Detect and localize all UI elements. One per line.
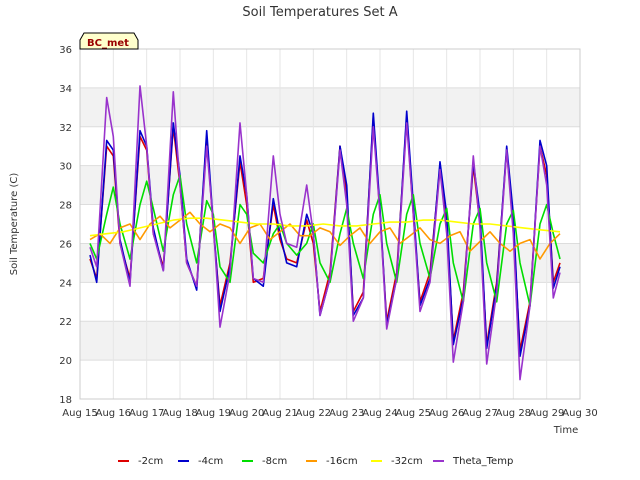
background-band [80,87,580,127]
legend-label: Theta_Temp [452,456,513,467]
y-tick-label: 24 [59,278,72,289]
y-tick-label: 26 [59,239,72,250]
x-tick-label: Aug 30 [562,408,597,419]
badge-shape [79,32,139,50]
x-tick-label: Aug 28 [496,408,531,419]
x-tick-label: Aug 25 [396,408,431,419]
series-line-8cm [89,174,561,307]
y-tick-label: 30 [59,162,72,173]
series-line-thetatemp [89,85,561,381]
x-axis-label: Time [553,425,578,436]
legend-label: -16cm [326,456,358,467]
series-lines [89,85,561,381]
y-tick-label: 22 [59,317,72,328]
background-band [80,321,580,361]
y-tick-label: 32 [59,123,72,134]
x-tick-label: Aug 22 [296,408,331,419]
x-tick-label: Aug 21 [262,408,297,419]
x-tick-label: Aug 24 [362,408,397,419]
legend-label: -2cm [138,456,163,467]
x-tick-label: Aug 29 [529,408,564,419]
y-tick-label: 20 [59,356,72,367]
x-tick-label: Aug 20 [229,408,264,419]
x-tick-label: Aug 23 [329,408,364,419]
x-tick-label: Aug 18 [162,408,197,419]
background-band [80,165,580,205]
station-badge: BC_met [79,32,139,50]
y-tick-label: 34 [59,84,72,95]
legend-label: -4cm [198,456,223,467]
y-axis-label: Soil Temperature (C) [9,173,20,276]
x-tick-label: Aug 16 [96,408,131,419]
plot-frame [79,48,581,400]
y-tick-label: 18 [59,395,72,406]
legend: -2cm -4cm -8cm -16cm -32cm Theta_Temp [118,456,513,467]
background-bands [80,87,580,361]
x-tick-label: Aug 19 [196,408,231,419]
y-tick-label: 36 [59,45,72,56]
x-tick-label: Aug 26 [429,408,464,419]
y-axis-ticks: 18 20 22 24 26 28 30 32 34 36 [59,45,72,406]
legend-label: -8cm [262,456,287,467]
x-tick-label: Aug 17 [129,408,164,419]
x-tick-label: Aug 15 [62,408,97,419]
x-tick-label: Aug 27 [462,408,497,419]
legend-label: -32cm [391,456,423,467]
series-line-16cm [89,211,561,260]
y-tick-label: 28 [59,201,72,212]
badge-label: BC_met [87,38,129,49]
chart-title: Soil Temperatures Set A [242,5,397,20]
